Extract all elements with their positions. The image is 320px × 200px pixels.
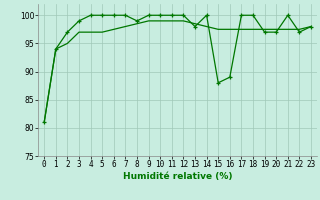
X-axis label: Humidité relative (%): Humidité relative (%) (123, 172, 232, 181)
